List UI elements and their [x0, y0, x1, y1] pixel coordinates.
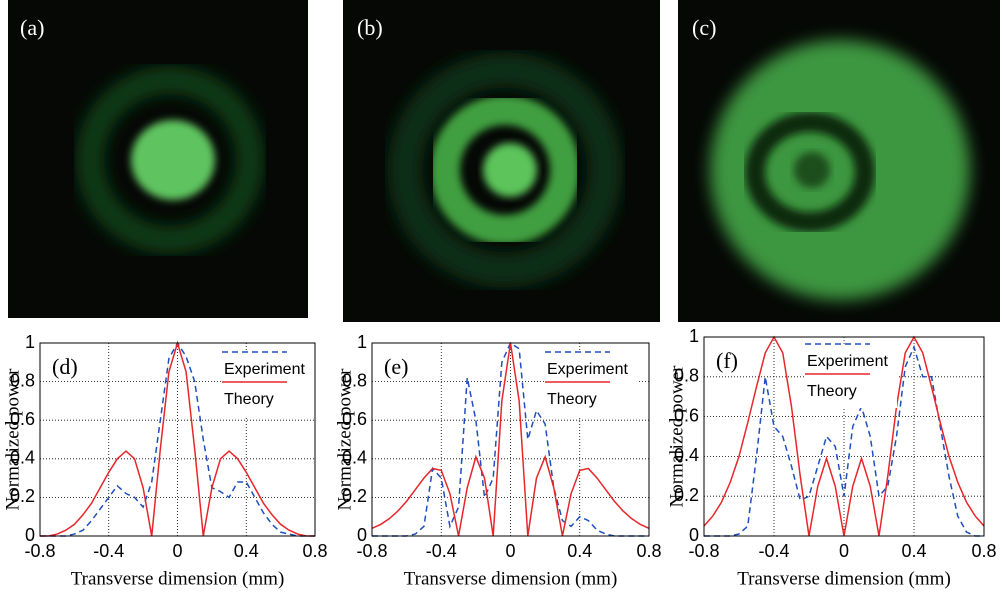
y-tick-label: 0 [357, 525, 367, 545]
legend-label: Experiment [547, 361, 628, 378]
beam-image-b: (b) [343, 0, 660, 322]
y-tick-label: 0.8 [10, 370, 35, 390]
legend-label: Theory [807, 383, 857, 400]
x-tick-label: -0.4 [93, 541, 124, 561]
legend-label: Theory [224, 391, 274, 408]
legend-label: Experiment [224, 361, 305, 378]
beam-image-a: (a) [8, 0, 308, 318]
y-tick-label: 0.6 [10, 409, 35, 429]
x-tick-label: 0.8 [302, 541, 327, 561]
y-tick-label: 0.8 [342, 370, 367, 390]
x-tick-label: 0.4 [567, 541, 592, 561]
plot-frame [703, 336, 985, 537]
y-tick-label: 0.2 [10, 486, 35, 506]
y-tick-label: 0 [689, 525, 699, 545]
panel-label: (b) [357, 15, 383, 40]
panel-label: (c) [692, 15, 716, 40]
y-tick-label: 0.2 [342, 486, 367, 506]
y-tick-label: 0 [25, 525, 35, 545]
x-tick-label: 0.4 [901, 541, 926, 561]
x-tick-label: -0.8 [688, 541, 719, 561]
x-tick-label: -0.8 [24, 541, 55, 561]
panel-label: (d) [52, 354, 78, 379]
legend-box [805, 344, 897, 408]
legend-label: Experiment [807, 353, 888, 370]
y-axis-label: Normalized power [334, 368, 355, 511]
panel-label: (f) [716, 348, 738, 373]
x-axis-label: Transverse dimension (mm) [71, 568, 285, 589]
y-axis-label: Normalized power [666, 365, 687, 508]
x-tick-label: 0.8 [971, 541, 996, 561]
x-axis-label: Transverse dimension (mm) [404, 568, 618, 589]
panel-label: (a) [20, 15, 44, 40]
x-tick-label: 0 [505, 541, 515, 561]
y-tick-label: 1 [689, 326, 699, 346]
y-tick-label: 0.2 [674, 485, 699, 505]
y-tick-label: 0.8 [674, 366, 699, 386]
y-tick-label: 0.4 [10, 448, 35, 468]
plot-frame [39, 342, 316, 537]
x-tick-label: -0.8 [356, 541, 387, 561]
x-tick-label: 0.4 [234, 541, 259, 561]
y-axis-label: Normalized power [2, 368, 23, 511]
legend-label: Theory [547, 391, 597, 408]
panel-label: (e) [384, 354, 408, 379]
y-tick-label: 0.4 [674, 445, 699, 465]
x-axis-label: Transverse dimension (mm) [737, 568, 951, 589]
y-tick-label: 1 [357, 332, 367, 352]
beam-image-c: (c) [678, 0, 1000, 322]
y-tick-label: 0.6 [342, 409, 367, 429]
x-tick-label: 0 [839, 541, 849, 561]
x-tick-label: -0.4 [426, 541, 457, 561]
y-tick-label: 0.6 [674, 405, 699, 425]
x-tick-label: 0 [172, 541, 182, 561]
y-tick-label: 1 [25, 332, 35, 352]
legend-box [222, 352, 314, 416]
x-tick-label: 0.8 [636, 541, 661, 561]
plot-frame [371, 342, 650, 537]
y-tick-label: 0.4 [342, 448, 367, 468]
legend-box [545, 352, 637, 416]
x-tick-label: -0.4 [758, 541, 789, 561]
